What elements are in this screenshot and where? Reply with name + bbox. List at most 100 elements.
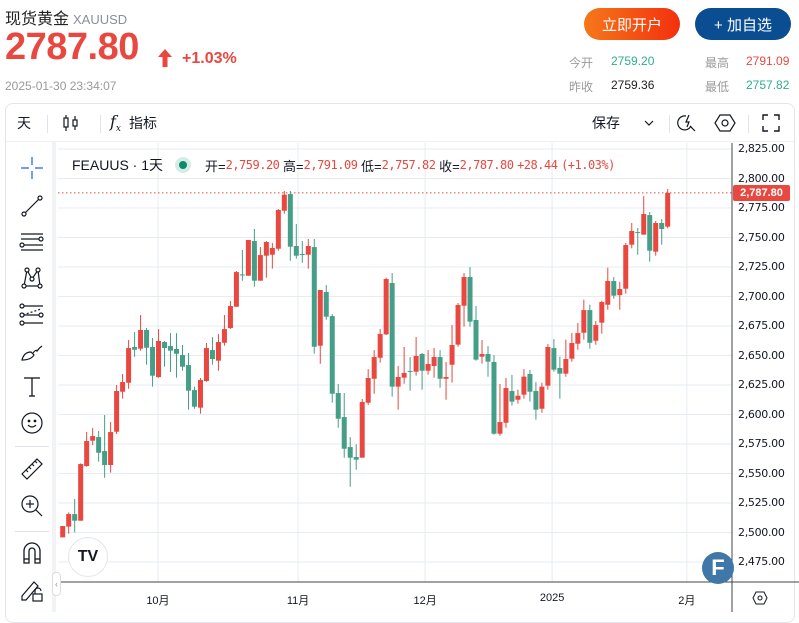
- f-logo[interactable]: F: [702, 552, 734, 584]
- emoji-tool[interactable]: [19, 410, 45, 436]
- candle-body: [108, 432, 114, 466]
- price-tick: 2,750.00: [738, 230, 785, 244]
- candle: [443, 361, 449, 400]
- fullscreen-button[interactable]: [762, 104, 780, 142]
- candle: [389, 273, 395, 397]
- fullscreen-icon: [762, 114, 780, 132]
- crosshair-tool[interactable]: [19, 155, 45, 181]
- candle-body: [311, 247, 317, 347]
- candle-body: [449, 344, 455, 365]
- price-tick: 2,775.00: [738, 201, 785, 214]
- candle: [60, 526, 66, 538]
- indicators-button[interactable]: fx 指标: [110, 104, 157, 142]
- price-tick: 2,825.00: [738, 142, 785, 155]
- pattern-tool[interactable]: [19, 265, 45, 291]
- candle-body: [144, 330, 150, 348]
- ruler-icon: [21, 458, 43, 480]
- fib-tool[interactable]: [19, 302, 45, 328]
- chart-type-button[interactable]: [62, 104, 80, 142]
- instrument-symbol: XAUUSD: [73, 12, 128, 27]
- quick-search-button[interactable]: [677, 104, 697, 142]
- candle-body: [138, 330, 144, 349]
- open-account-button[interactable]: 立即开户: [584, 8, 680, 40]
- brush-tool[interactable]: [19, 339, 45, 365]
- trendline-icon: [21, 195, 43, 217]
- candle: [455, 302, 461, 347]
- candle: [503, 378, 509, 428]
- candle-body: [611, 281, 617, 296]
- candle: [150, 338, 156, 387]
- text-tool[interactable]: [19, 374, 45, 400]
- candle: [473, 306, 479, 361]
- candle: [515, 389, 521, 404]
- candle-body: [605, 281, 611, 305]
- candle: [120, 374, 126, 399]
- candle-body: [197, 380, 203, 408]
- add-watchlist-button[interactable]: + 加自选: [695, 8, 791, 40]
- trendline-tool[interactable]: [19, 193, 45, 219]
- tradingview-logo[interactable]: TV: [68, 537, 108, 577]
- candle-body: [245, 239, 251, 276]
- magnet-tool[interactable]: [19, 540, 45, 566]
- candle: [341, 393, 347, 458]
- collapse-toolbar-button[interactable]: ‹: [52, 572, 61, 596]
- candle: [491, 355, 497, 435]
- candle-body: [443, 376, 449, 379]
- price-tick: 2,700.00: [738, 289, 785, 303]
- last-price: 2787.80: [5, 26, 139, 68]
- candle-body: [251, 241, 257, 281]
- candle-body: [353, 456, 359, 460]
- candle-body: [479, 353, 485, 357]
- candle-body: [203, 348, 209, 381]
- legend-open: 2,759.20: [225, 158, 280, 172]
- candle-body: [419, 353, 425, 371]
- candle-body: [269, 248, 275, 255]
- candle: [449, 325, 455, 383]
- zoom-tool[interactable]: [19, 493, 45, 519]
- settings-hexagon-icon: [714, 114, 736, 132]
- axis-settings-button[interactable]: [752, 591, 768, 610]
- lock-drawings-tool[interactable]: [19, 576, 45, 602]
- candle: [611, 277, 617, 299]
- candle: [407, 357, 413, 391]
- candle: [461, 273, 467, 327]
- open-value: 2759.20: [611, 54, 655, 68]
- current-price-label: 2,787.80: [733, 184, 790, 201]
- candle: [227, 300, 233, 330]
- candle-body: [174, 349, 180, 354]
- candle: [437, 350, 443, 388]
- parallel-lines-tool[interactable]: [19, 229, 45, 255]
- candle: [401, 347, 407, 384]
- candle-body: [84, 441, 90, 467]
- save-button[interactable]: 保存: [592, 115, 620, 131]
- candle-body: [497, 422, 503, 434]
- candle: [78, 463, 84, 521]
- date-tick: 10月: [146, 595, 170, 607]
- candle-body: [329, 316, 335, 394]
- candle-body: [293, 245, 299, 256]
- candle-body: [257, 255, 263, 281]
- candle-body: [233, 272, 239, 307]
- candle: [287, 191, 293, 261]
- candle-body: [617, 289, 623, 296]
- candle: [467, 267, 473, 327]
- candle-body: [599, 302, 605, 323]
- settings-button[interactable]: [714, 104, 736, 142]
- legend-symbol[interactable]: FEAUUS · 1天: [72, 157, 164, 173]
- lightning-search-icon: [677, 114, 696, 132]
- drawing-toolbar: [6, 142, 56, 612]
- candle-body: [305, 245, 311, 255]
- candle-body: [287, 194, 293, 247]
- candle: [371, 350, 377, 394]
- legend-high: 2,791.09: [303, 158, 358, 172]
- candle-body: [150, 347, 156, 376]
- measure-tool[interactable]: [19, 456, 45, 482]
- interval-button[interactable]: 天: [17, 115, 31, 131]
- candle: [132, 332, 138, 357]
- candle-body: [395, 376, 401, 387]
- candle: [599, 300, 605, 334]
- save-menu-button[interactable]: [644, 104, 654, 142]
- candle-body: [623, 245, 629, 289]
- candle: [629, 222, 635, 249]
